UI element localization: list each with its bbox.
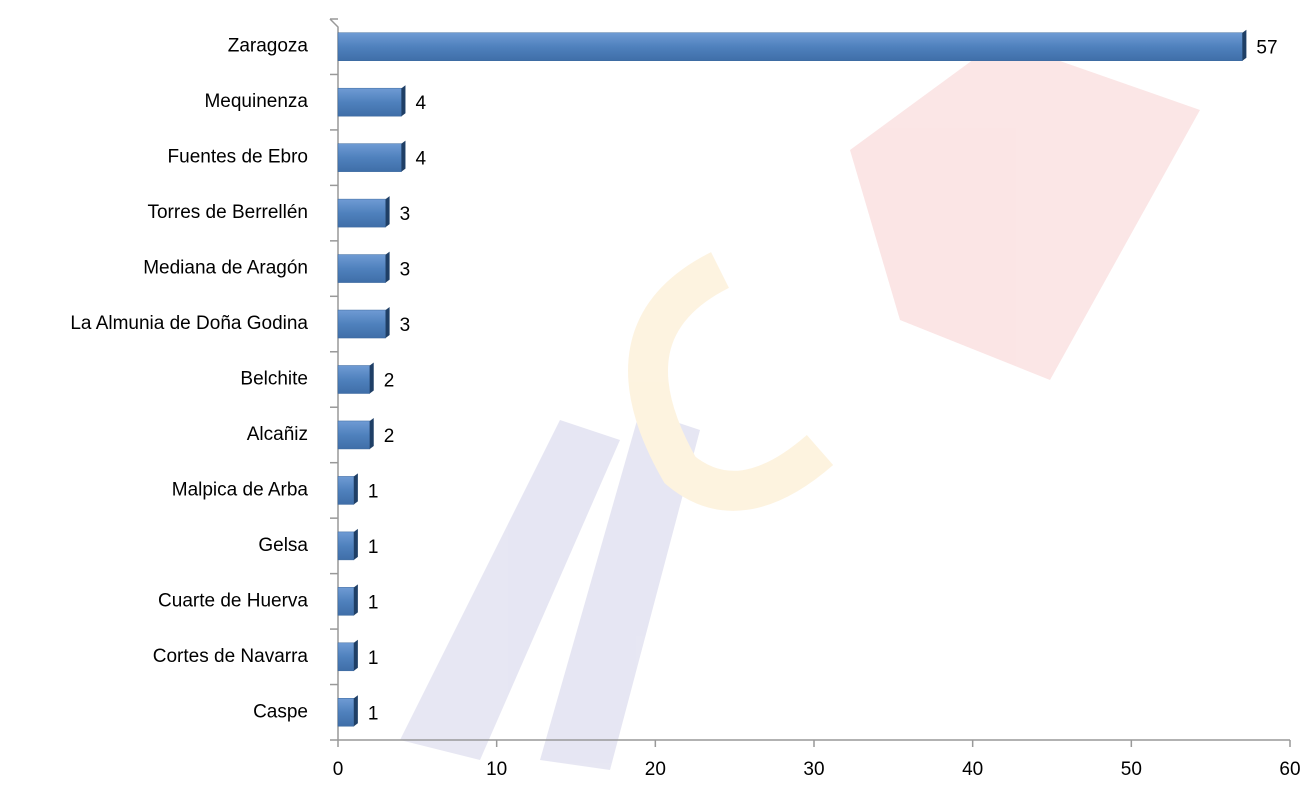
bar (337, 32, 1243, 61)
bar-side (385, 196, 390, 228)
y-tick-label: Fuentes de Ebro (168, 147, 308, 168)
bar (337, 143, 402, 172)
y-axis (329, 18, 339, 740)
bar (337, 254, 386, 283)
value-label: 2 (384, 426, 395, 447)
y-tick-label: La Almunia de Doña Godina (70, 313, 308, 334)
x-tick-label: 10 (486, 759, 507, 780)
value-label: 2 (384, 371, 395, 392)
bar (337, 642, 355, 672)
bar-side (369, 362, 374, 394)
value-label: 3 (400, 260, 411, 281)
value-label: 4 (415, 93, 426, 114)
y-tick-label: Cuarte de Huerva (158, 590, 308, 611)
bar-side (1242, 29, 1247, 61)
value-label: 4 (415, 149, 426, 170)
y-tick-label: Mequinenza (204, 91, 308, 112)
watermark (400, 40, 1200, 770)
bar-side (353, 473, 358, 505)
y-tick-label: Belchite (240, 369, 308, 390)
y-tick-label: Gelsa (258, 535, 308, 556)
value-label: 3 (400, 315, 411, 336)
value-label: 1 (368, 592, 379, 613)
y-tick-label: Mediana de Aragón (143, 258, 308, 279)
bar-side (369, 417, 374, 449)
value-label: 1 (368, 648, 379, 669)
y-tick-label: Malpica de Arba (172, 479, 309, 500)
value-label: 1 (368, 703, 379, 724)
bar (337, 198, 386, 228)
bar-side (401, 85, 406, 117)
bar (337, 476, 355, 505)
bar (337, 87, 402, 117)
x-tick-label: 0 (333, 759, 344, 780)
bar (337, 698, 355, 727)
y-tick-label: Cortes de Navarra (153, 646, 309, 667)
bar-side (353, 528, 358, 560)
y-tick-label: Caspe (253, 701, 308, 722)
bar (337, 309, 386, 339)
value-label: 1 (368, 481, 379, 502)
value-label: 1 (368, 537, 379, 558)
bar-side (353, 639, 358, 671)
bar (337, 365, 370, 394)
x-tick-label: 30 (803, 759, 824, 780)
x-tick-label: 20 (645, 759, 666, 780)
bar-side (353, 695, 358, 727)
value-label: 3 (400, 204, 411, 225)
y-tick-label: Torres de Berrellén (147, 202, 308, 223)
y-tick-label: Alcañiz (247, 424, 308, 445)
bar (337, 531, 355, 561)
y-tick-label: Zaragoza (228, 36, 309, 57)
value-label: 57 (1256, 38, 1277, 59)
x-tick-label: 60 (1279, 759, 1300, 780)
bar (337, 587, 355, 616)
bar-side (385, 251, 390, 283)
bar-side (385, 307, 390, 339)
x-tick-label: 50 (1121, 759, 1142, 780)
bar-side (353, 584, 358, 616)
bar-side (401, 140, 406, 172)
bar (337, 420, 370, 450)
x-tick-label: 40 (962, 759, 983, 780)
